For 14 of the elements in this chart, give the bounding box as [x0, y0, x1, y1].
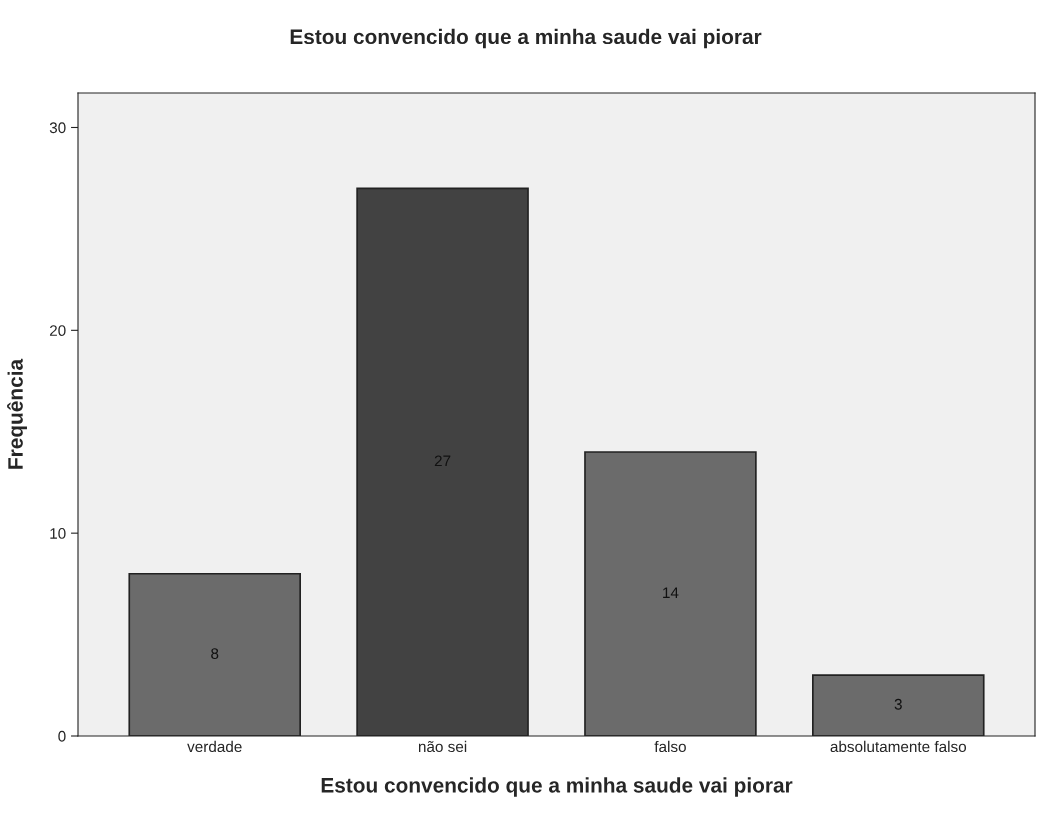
y-tick-label: 10 [50, 528, 66, 539]
data-label: 3 [894, 698, 902, 710]
y-tick-label: 30 [49, 122, 66, 134]
data-label: 8 [211, 648, 219, 659]
x-tick-label: absolutamente falso [830, 740, 967, 753]
y-tick-label: 20 [49, 325, 66, 337]
chart-title: Estou convencido que a minha saude vai piorar [290, 28, 762, 49]
y-axis-title: Frequência [7, 358, 27, 469]
x-tick-label: falso [654, 740, 686, 753]
data-label: 14 [663, 587, 679, 598]
x-tick-label: verdade [187, 740, 242, 753]
y-tick-label: 0 [58, 730, 66, 742]
x-tick-label: não sei [418, 740, 467, 753]
x-axis-title: Estou convencido que a minha saude vai piorar [321, 777, 793, 797]
